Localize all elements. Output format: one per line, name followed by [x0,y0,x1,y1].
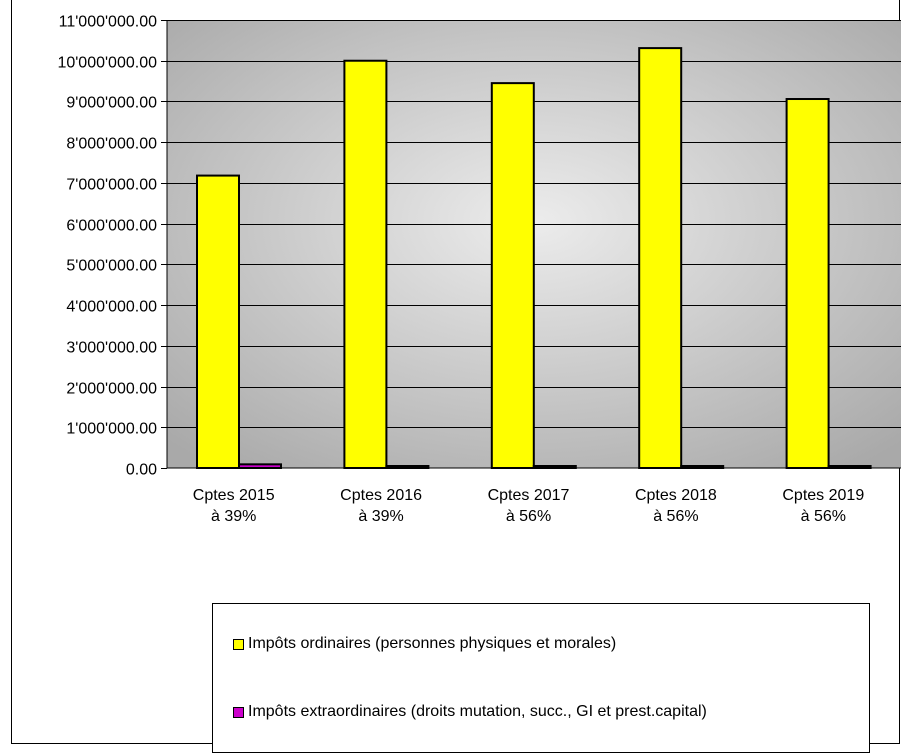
legend-label-extraordinaires: Impôts extraordinaires (droits mutation,… [248,703,707,720]
x-tick-label: Cptes 2019 à 56% [782,487,864,525]
bar-chart: 0.00 1'000'000.00 2'000'000.00 3'000'000.00… [57,14,901,525]
bar-series-0-cat-2 [490,82,535,470]
legend-swatch-ordinaires [233,638,244,650]
legend-label-ordinaires: Impôts ordinaires (personnes physiques e… [248,635,617,652]
x-axis-tick-labels: Cptes 2015 à 39% Cptes 2016 à 39% Cptes 2017… [193,487,865,525]
y-tick-label: 1'000'000.00 [66,421,157,438]
x-tick-label: Cptes 2018 à 56% [635,487,717,525]
y-tick-label: 3'000'000.00 [66,340,157,357]
y-tick-label: 2'000'000.00 [66,381,157,398]
y-tick-label: 5'000'000.00 [66,258,157,275]
y-tick-label: 8'000'000.00 [66,136,157,153]
y-tick-label: 6'000'000.00 [66,218,157,235]
legend-swatch-extraordinaires [233,706,244,718]
y-tick-label: 11'000'000.00 [59,14,157,31]
legend-item-extraordinaires: Impôts extraordinaires (droits mutation,… [233,702,707,722]
x-tick-label: Cptes 2016 à 39% [340,487,422,525]
y-tick-label: 7'000'000.00 [66,177,157,194]
bar-series-0-cat-3 [638,47,683,470]
y-axis-tick-labels: 0.00 1'000'000.00 2'000'000.00 3'000'000.00… [57,14,167,479]
bar-series-1-cat-0 [238,463,282,469]
bar-series-0-cat-4 [785,98,830,470]
x-tick-label: Cptes 2015 à 39% [193,487,275,525]
y-tick-label: 0.00 [126,462,157,479]
y-tick-label: 4'000'000.00 [66,299,157,316]
x-tick-label: Cptes 2017 à 56% [488,487,570,525]
gridlines [167,20,901,428]
bars [196,47,872,470]
legend: Impôts ordinaires (personnes physiques e… [212,603,870,753]
bar-series-0-cat-0 [196,174,240,469]
y-tick-label: 9'000'000.00 [66,95,157,112]
y-tick-label: 10'000'000.00 [57,55,157,72]
legend-item-ordinaires: Impôts ordinaires (personnes physiques e… [233,634,616,654]
bar-series-0-cat-1 [343,59,388,470]
